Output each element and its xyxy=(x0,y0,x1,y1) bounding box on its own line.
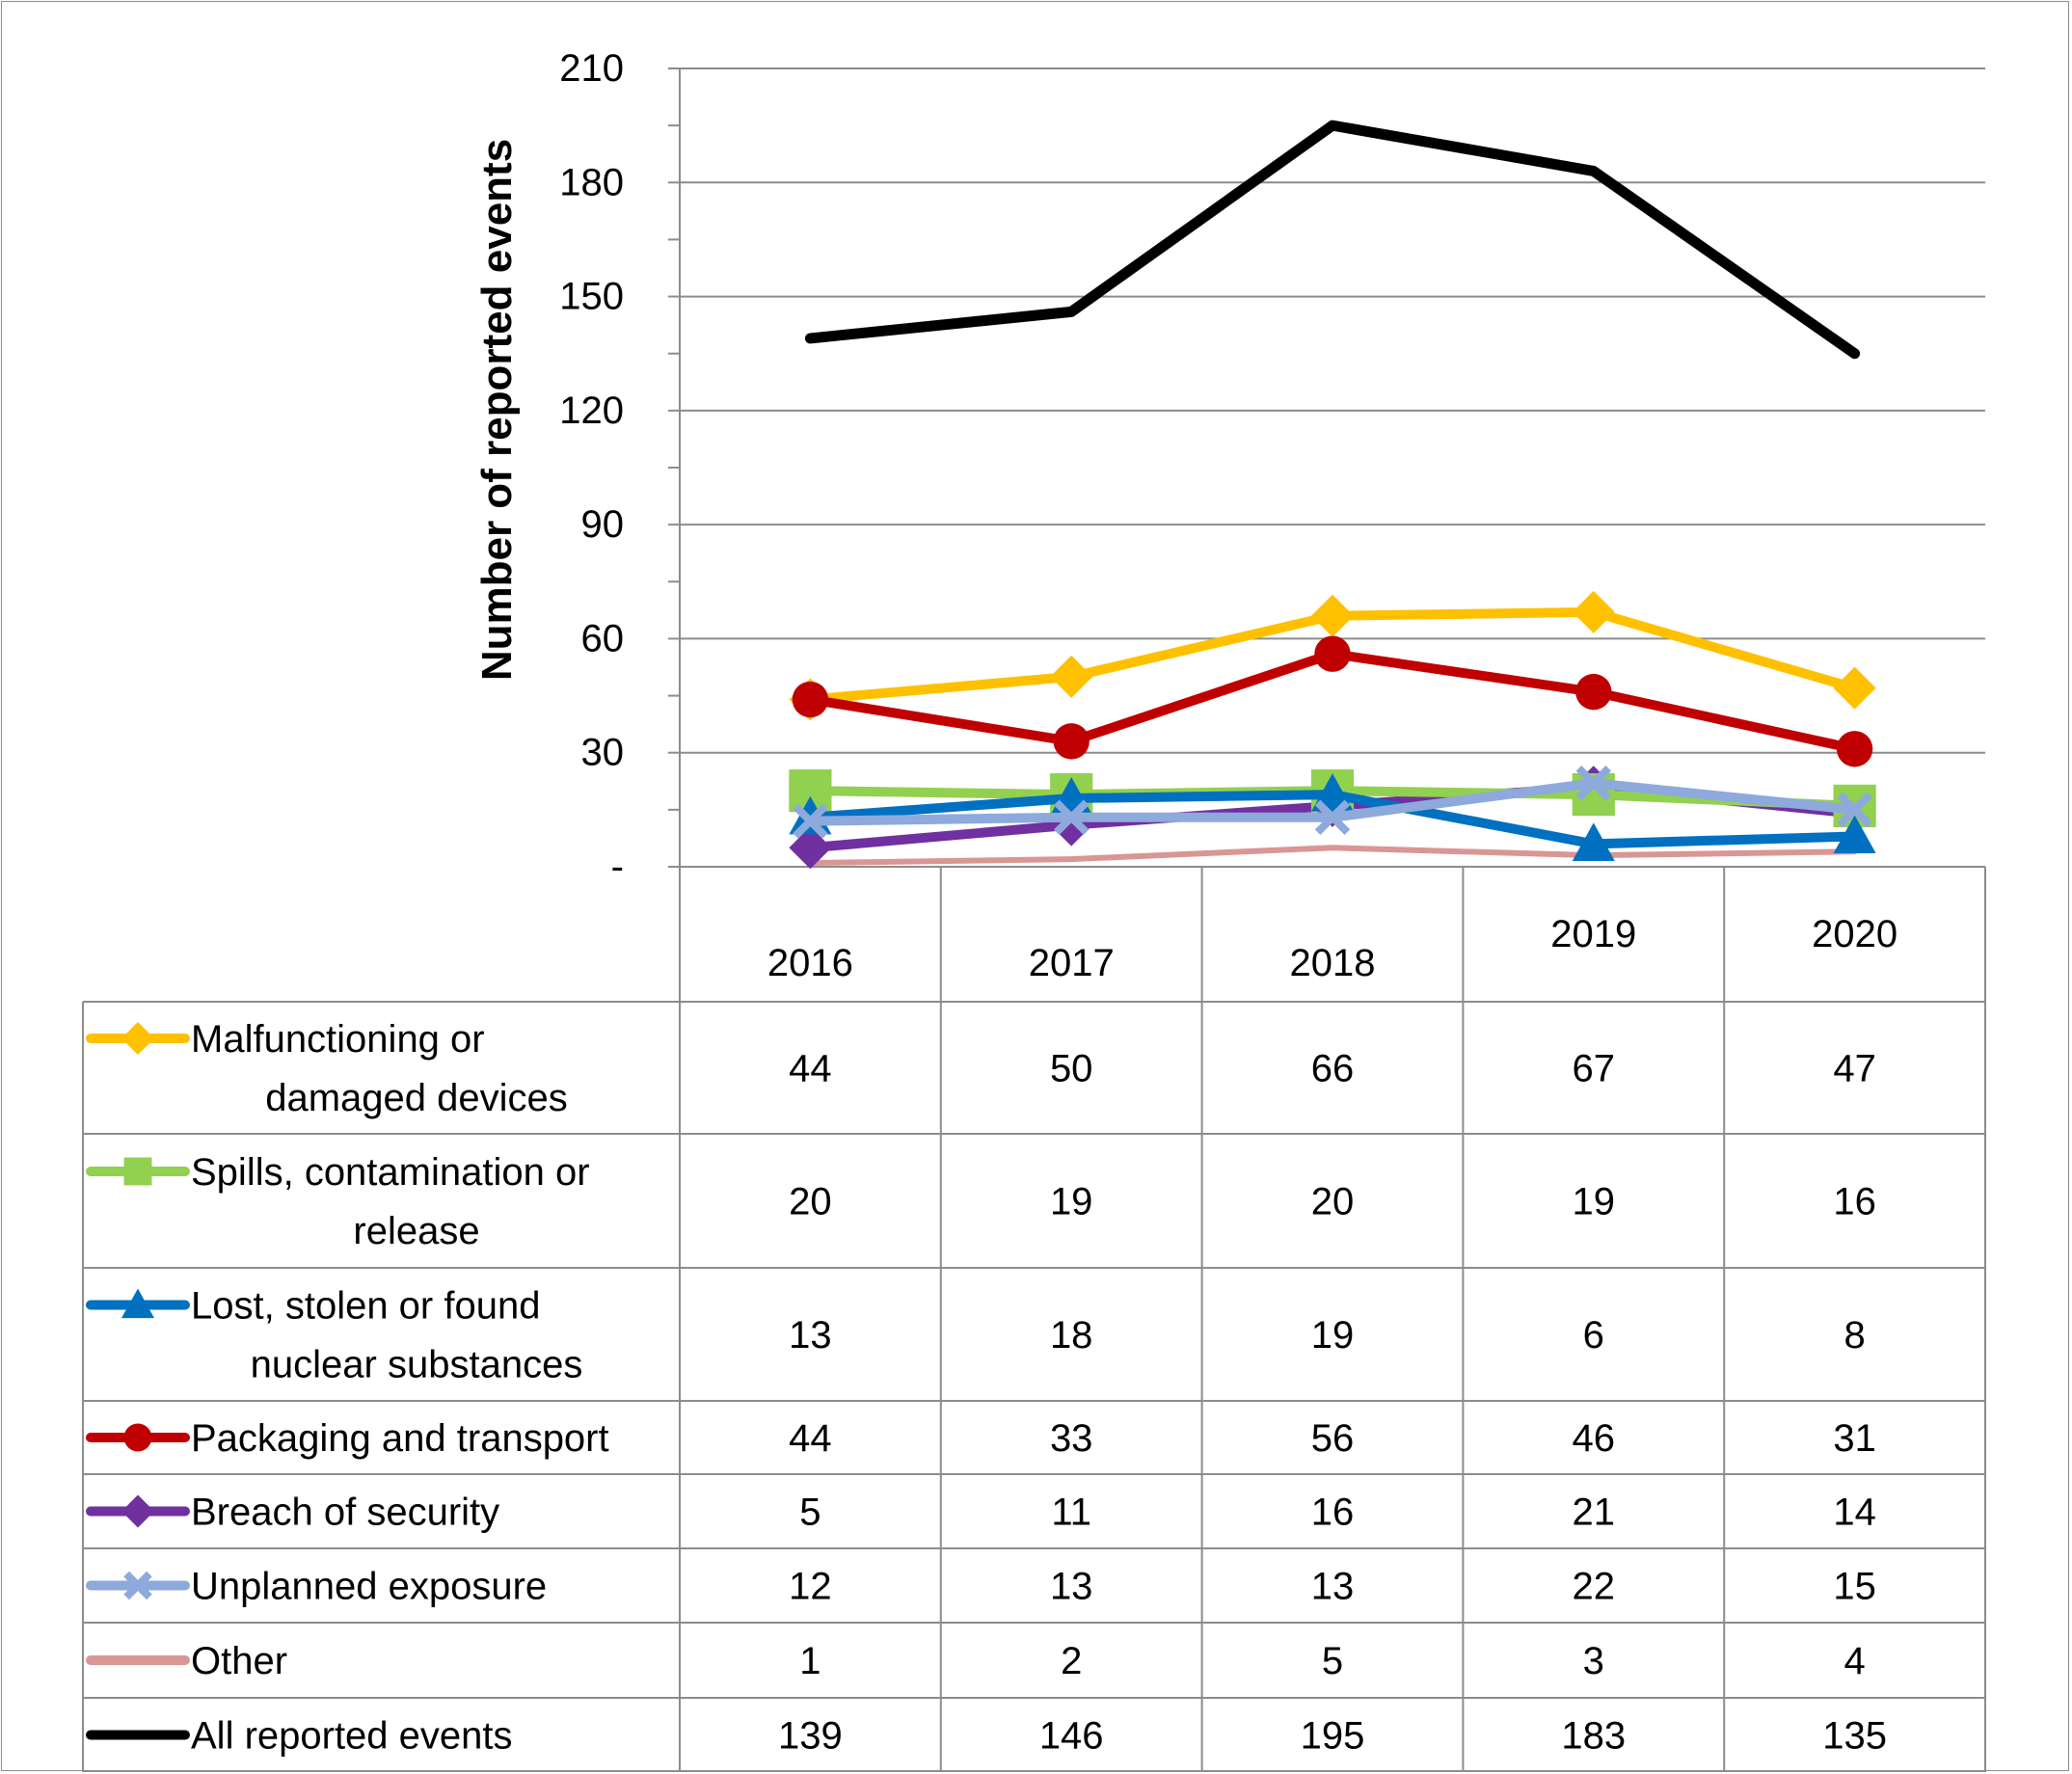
table-value: 22 xyxy=(1573,1566,1616,1608)
legend-key-marker xyxy=(121,1494,154,1528)
legend-key-marker xyxy=(123,1423,152,1452)
legend-key-marker xyxy=(123,1157,152,1186)
series-name-label: nuclear substances xyxy=(251,1344,583,1386)
series-name-label: Breach of security xyxy=(191,1492,499,1534)
table-value: 15 xyxy=(1833,1566,1876,1608)
table-value: 6 xyxy=(1583,1314,1604,1357)
series-lines xyxy=(789,120,1876,870)
series-name-label: Other xyxy=(191,1640,287,1682)
table-value: 183 xyxy=(1561,1715,1626,1758)
series-name-label: Malfunctioning or xyxy=(191,1018,485,1061)
table-value: 8 xyxy=(1843,1314,1865,1357)
series-name-label: release xyxy=(353,1210,479,1252)
series-name-label: All reported events xyxy=(191,1715,513,1758)
table-value: 12 xyxy=(789,1566,832,1608)
series-name-label: Unplanned exposure xyxy=(191,1566,547,1608)
series-name-label: Packaging and transport xyxy=(191,1417,609,1460)
data-point-marker xyxy=(1572,822,1615,861)
data-point-marker xyxy=(1833,666,1876,710)
table-value: 14 xyxy=(1833,1492,1876,1534)
table-value: 13 xyxy=(789,1314,832,1357)
data-point-marker xyxy=(1314,799,1351,835)
table-value: 56 xyxy=(1311,1417,1355,1460)
table-value: 13 xyxy=(1311,1566,1355,1608)
table-value: 5 xyxy=(1322,1640,1343,1682)
table-value: 13 xyxy=(1050,1566,1093,1608)
y-tick-label: 120 xyxy=(559,390,624,432)
category-label: 2017 xyxy=(1029,942,1115,984)
y-tick-label: 210 xyxy=(559,47,624,90)
series-name-label: Spills, contamination or xyxy=(191,1151,590,1194)
series-name-label: damaged devices xyxy=(265,1077,568,1119)
table-value: 44 xyxy=(789,1417,832,1460)
table-value: 66 xyxy=(1311,1048,1355,1090)
data-point-marker xyxy=(1837,792,1872,828)
series-line xyxy=(804,120,1861,360)
data-point-marker xyxy=(1314,635,1351,672)
table-value: 67 xyxy=(1573,1048,1616,1090)
data-point-marker xyxy=(793,803,828,839)
table-value: 135 xyxy=(1822,1715,1887,1758)
table-value: 3 xyxy=(1583,1640,1604,1682)
y-tick-label: 60 xyxy=(581,617,625,659)
table-value: 47 xyxy=(1833,1048,1876,1090)
table-value: 16 xyxy=(1311,1492,1355,1534)
data-point-marker xyxy=(1053,723,1090,760)
data-point-marker xyxy=(1572,590,1615,633)
data-point-marker xyxy=(1575,673,1612,711)
table-value: 18 xyxy=(1050,1314,1093,1357)
data-point-marker xyxy=(1050,655,1093,698)
series-name-label: Lost, stolen or found xyxy=(191,1285,540,1328)
legend-key-marker xyxy=(121,1288,154,1319)
table-value: 139 xyxy=(778,1715,843,1758)
table-value: 20 xyxy=(789,1181,832,1223)
category-label: 2018 xyxy=(1290,942,1376,984)
data-point-marker xyxy=(1311,594,1354,637)
table-value: 4 xyxy=(1843,1640,1865,1682)
table-value: 46 xyxy=(1573,1417,1616,1460)
series-line xyxy=(807,845,1858,867)
data-point-marker xyxy=(1836,731,1873,767)
table-value: 21 xyxy=(1573,1492,1616,1534)
y-axis: - 30 60 90 120 150 180 210 Number of reported ev… xyxy=(473,47,681,888)
legend-key-marker xyxy=(121,1022,154,1055)
table-value: 195 xyxy=(1301,1715,1365,1758)
y-tick-label: 90 xyxy=(581,503,625,546)
table-value: 44 xyxy=(789,1048,832,1090)
data-point-marker xyxy=(1833,815,1876,854)
table-value: 1 xyxy=(799,1640,821,1682)
y-tick-label: 30 xyxy=(581,732,625,774)
table-value: 33 xyxy=(1050,1417,1093,1460)
table-value: 146 xyxy=(1039,1715,1104,1758)
table-value: 19 xyxy=(1311,1314,1355,1357)
data-point-marker xyxy=(1575,766,1612,801)
category-label: 2016 xyxy=(767,942,853,984)
category-label: 2020 xyxy=(1812,913,1897,955)
table-value: 16 xyxy=(1833,1181,1876,1223)
table-value: 19 xyxy=(1573,1181,1616,1223)
table-value: 2 xyxy=(1061,1640,1082,1682)
y-tick-label: 180 xyxy=(559,161,624,203)
data-point-marker xyxy=(792,681,829,718)
table-value: 20 xyxy=(1311,1181,1355,1223)
category-label: 2019 xyxy=(1550,913,1636,955)
legend-key-marker xyxy=(123,1571,152,1600)
y-axis-title: Number of reported events xyxy=(473,139,521,681)
table-value: 5 xyxy=(799,1492,821,1534)
table-value: 11 xyxy=(1051,1492,1091,1534)
table-value: 19 xyxy=(1050,1181,1093,1223)
gridlines xyxy=(680,67,1985,754)
y-tick-label: 150 xyxy=(559,276,624,318)
table-value: 31 xyxy=(1833,1417,1876,1460)
y-tick-label: - xyxy=(611,846,624,888)
table-value: 50 xyxy=(1050,1048,1093,1090)
data-point-marker xyxy=(1053,799,1090,835)
